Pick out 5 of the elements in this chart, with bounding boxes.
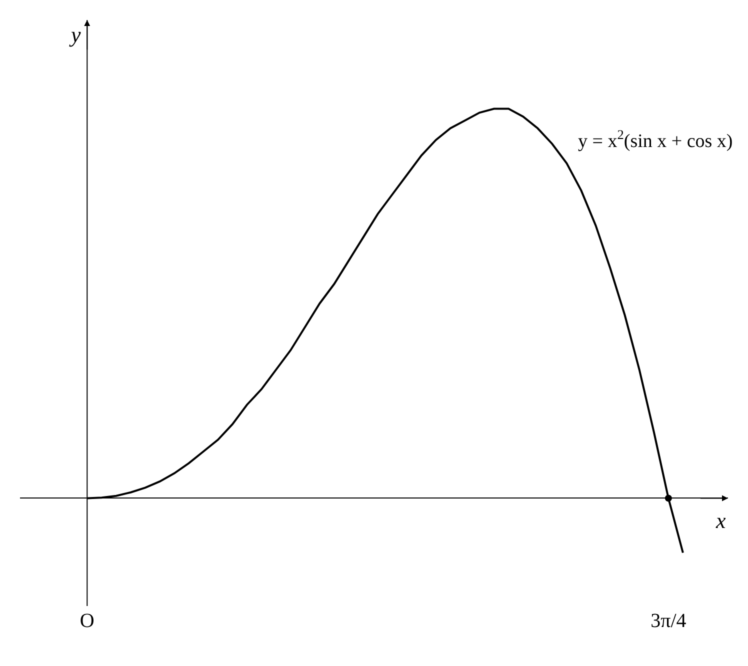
- annotation: y = x$^{2}$(sin x + cos x): [578, 127, 733, 152]
- y-axis-title: y: [69, 22, 81, 47]
- x-tick-label: O: [80, 610, 94, 632]
- x-tick-label: 3π/4: [650, 610, 686, 632]
- x-axis-title: x: [715, 508, 726, 533]
